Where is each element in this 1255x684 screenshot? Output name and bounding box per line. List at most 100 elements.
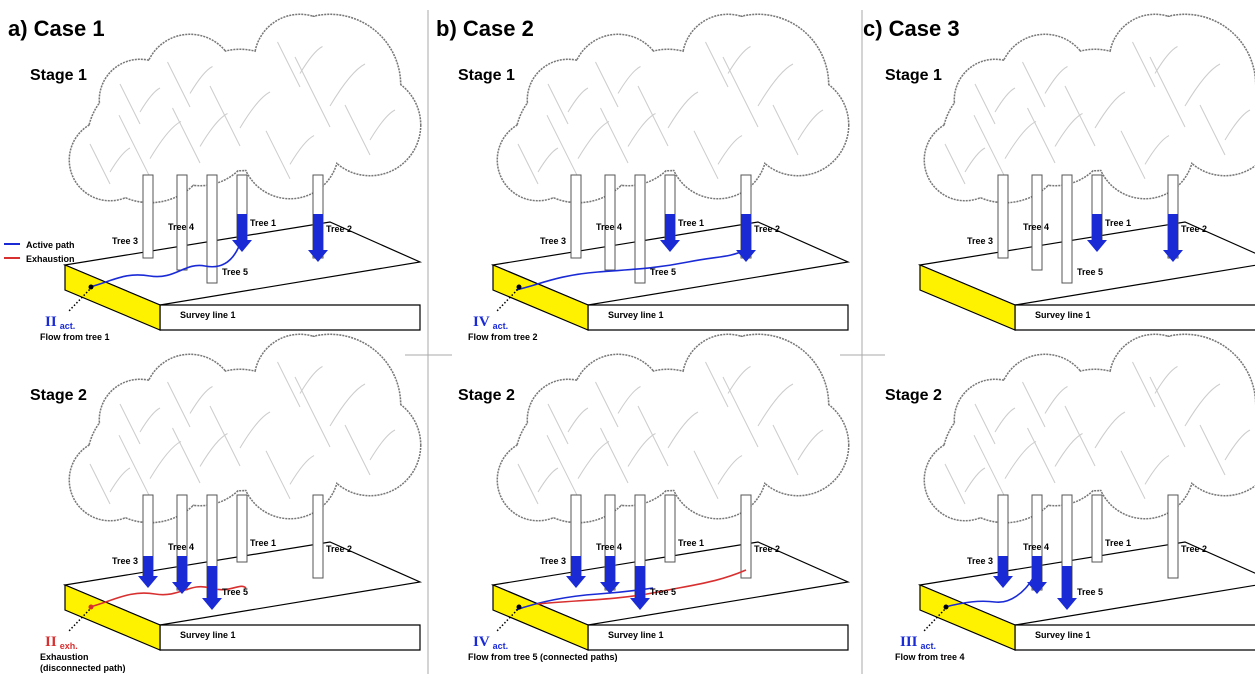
tree-label: Tree 1 bbox=[678, 538, 704, 548]
tree-label: Tree 1 bbox=[1105, 218, 1131, 228]
legend-label: Active path bbox=[26, 240, 75, 250]
crown bbox=[320, 75, 420, 175]
caption: (disconnected path) bbox=[40, 663, 126, 673]
branch bbox=[1022, 61, 1068, 108]
trunk bbox=[604, 174, 616, 271]
branch bbox=[344, 424, 396, 476]
flow-arrow bbox=[1087, 214, 1107, 252]
tree-label: Tree 1 bbox=[1105, 538, 1131, 548]
branch bbox=[600, 427, 656, 484]
flow-arrow bbox=[736, 214, 756, 262]
trunk bbox=[1167, 494, 1179, 579]
branch bbox=[172, 427, 228, 484]
path-id: III act. bbox=[900, 634, 936, 651]
path-start bbox=[88, 604, 94, 610]
trunk bbox=[1061, 174, 1073, 284]
numeral: IV bbox=[473, 634, 490, 650]
crown bbox=[1110, 335, 1200, 425]
tree-label: Tree 4 bbox=[1023, 542, 1049, 552]
branch bbox=[1149, 376, 1221, 448]
crown bbox=[100, 380, 180, 460]
flow-arrow bbox=[202, 566, 222, 610]
branch bbox=[944, 143, 986, 185]
branch bbox=[209, 85, 271, 147]
crown bbox=[1175, 395, 1255, 495]
branch bbox=[600, 107, 656, 164]
branch bbox=[973, 434, 1037, 498]
flow-arrow bbox=[138, 556, 158, 588]
crown bbox=[70, 120, 150, 200]
pointer bbox=[495, 286, 521, 313]
branch bbox=[546, 434, 610, 498]
crown bbox=[748, 395, 848, 495]
numeral: II bbox=[45, 634, 57, 650]
pointer bbox=[67, 286, 93, 313]
tree-label: Tree 2 bbox=[754, 224, 780, 234]
stage-panel: Stage 2 Tree 1 Tree 2 Tree 3 Tree 4 Tree 5 Sur… bbox=[30, 333, 423, 673]
branch bbox=[167, 61, 213, 108]
branch bbox=[517, 463, 559, 505]
branch bbox=[547, 83, 589, 125]
tree-label: Tree 3 bbox=[967, 236, 993, 246]
tree-label: Tree 3 bbox=[112, 236, 138, 246]
crown bbox=[498, 440, 578, 520]
stage-panel: Stage 1 Tree 1 Tree 2 Tree 3 Tree 4 Tree 5 Sur… bbox=[458, 13, 851, 342]
numeral: II bbox=[45, 314, 57, 330]
tree-label: Tree 2 bbox=[326, 544, 352, 554]
branch bbox=[1199, 424, 1251, 476]
branch bbox=[167, 381, 213, 428]
flow-arrow bbox=[308, 214, 328, 262]
tree-label: Tree 3 bbox=[112, 556, 138, 566]
branch bbox=[693, 450, 743, 500]
flow-arrow bbox=[172, 556, 192, 594]
branch bbox=[1132, 41, 1178, 88]
branch bbox=[277, 361, 323, 408]
trunk bbox=[236, 494, 248, 563]
branch bbox=[517, 143, 559, 185]
stage-panel: Stage 2 Tree 1 Tree 2 Tree 3 Tree 4 Tree 5 Sur… bbox=[885, 333, 1255, 662]
trunk bbox=[142, 174, 154, 259]
branch bbox=[637, 85, 699, 147]
branch bbox=[705, 41, 751, 88]
branch bbox=[118, 434, 182, 498]
tree-label: Tree 5 bbox=[650, 587, 676, 597]
branch bbox=[1027, 107, 1083, 164]
crown bbox=[1110, 15, 1200, 105]
branch bbox=[722, 56, 794, 128]
crown bbox=[320, 395, 420, 495]
crown bbox=[955, 380, 1035, 460]
stage-panel: Stage 1 Tree 1 Tree 2 Tree 3 Tree 4 Tree 5 Sur… bbox=[885, 13, 1255, 331]
ground-side bbox=[64, 584, 161, 651]
branch bbox=[118, 114, 182, 178]
branch bbox=[209, 405, 271, 467]
branch bbox=[1149, 56, 1221, 128]
tree-label: Tree 3 bbox=[540, 236, 566, 246]
trunk bbox=[570, 174, 582, 259]
survey-line-label: Survey line 1 bbox=[608, 630, 664, 640]
branch bbox=[705, 361, 751, 408]
tree-label: Tree 3 bbox=[540, 556, 566, 566]
flow-arrow bbox=[232, 214, 252, 252]
crown bbox=[70, 440, 150, 520]
stage-label: Stage 1 bbox=[885, 67, 942, 84]
branch bbox=[1064, 405, 1126, 467]
branch bbox=[1022, 381, 1068, 428]
stage-label: Stage 2 bbox=[458, 387, 515, 404]
path-start bbox=[516, 284, 522, 290]
branch bbox=[772, 104, 824, 156]
crown bbox=[683, 335, 773, 425]
tree-label: Tree 5 bbox=[1077, 587, 1103, 597]
crown bbox=[683, 15, 773, 105]
status: act. bbox=[921, 641, 937, 651]
flow-arrow bbox=[630, 566, 650, 610]
tree-label: Tree 4 bbox=[168, 542, 194, 552]
flow-arrow bbox=[1027, 556, 1047, 594]
status: act. bbox=[60, 321, 76, 331]
branch bbox=[344, 104, 396, 156]
crown bbox=[748, 75, 848, 175]
flow-arrow bbox=[600, 556, 620, 594]
branch bbox=[119, 403, 161, 445]
survey-line-label: Survey line 1 bbox=[608, 310, 664, 320]
pointer bbox=[922, 606, 948, 633]
